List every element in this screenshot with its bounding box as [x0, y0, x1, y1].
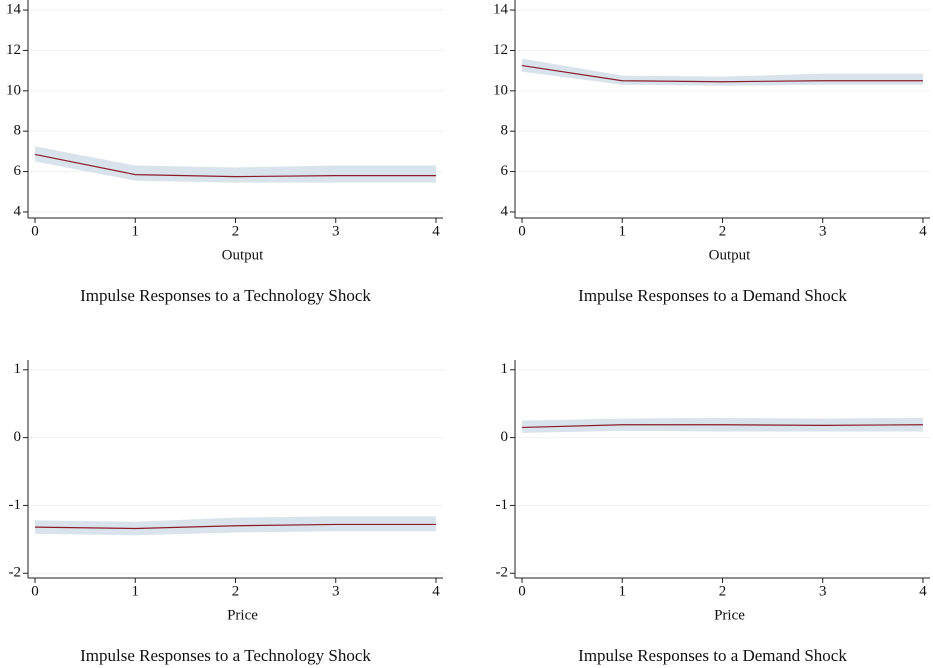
x-tick-label: 1: [619, 583, 627, 599]
panel: -2 -1 0 1 0 1 2 3 4 Price Impulse Responses to a T…: [9, 360, 443, 665]
y-tick-label: 1: [14, 361, 22, 377]
chart-title: Impulse Responses to a Technology Shock: [80, 286, 371, 305]
y-tick-label: 8: [14, 123, 22, 139]
response-line: [35, 523, 436, 530]
y-tick-label: 0: [14, 429, 22, 445]
y-tick-label: 10: [6, 82, 21, 98]
chart-title: Impulse Responses to a Technology Shock: [80, 646, 371, 665]
x-tick-label: 4: [919, 583, 927, 599]
y-tick-label: 0: [501, 429, 509, 445]
chart-title: Impulse Responses to a Demand Shock: [578, 286, 847, 305]
y-tick-label: 6: [14, 163, 22, 179]
x-tick-label: 0: [31, 583, 39, 599]
y-tick-label: 8: [501, 123, 509, 139]
confidence-band: [522, 58, 923, 86]
x-tick-label: 3: [819, 223, 827, 239]
x-tick-label: 1: [132, 583, 140, 599]
response-line: [34, 153, 436, 178]
response-line: [521, 64, 923, 83]
x-axis-label: Price: [714, 607, 745, 623]
chart-title: Impulse Responses to a Demand Shock: [578, 646, 847, 665]
y-tick-label: 12: [493, 42, 508, 58]
y-tick-label: -1: [496, 497, 509, 513]
x-tick-label: 2: [232, 223, 240, 239]
x-tick-label: 3: [819, 583, 827, 599]
y-tick-label: -2: [9, 565, 22, 581]
x-tick-label: 4: [919, 223, 927, 239]
x-axis-label: Output: [709, 247, 752, 263]
y-tick-label: 14: [493, 2, 509, 18]
x-axis-label: Price: [227, 607, 258, 623]
y-tick-label: 4: [14, 203, 22, 219]
response-line: [522, 424, 923, 429]
y-tick-label: -1: [9, 497, 22, 513]
x-tick-label: 1: [619, 223, 627, 239]
x-tick-label: 3: [332, 583, 340, 599]
y-tick-label: 4: [501, 203, 509, 219]
x-tick-label: 2: [719, 583, 727, 599]
confidence-band: [35, 146, 436, 183]
panel: -2 -1 0 1 0 1 2 3 4 Price Impulse Responses to a D…: [496, 360, 930, 665]
x-tick-label: 0: [31, 223, 39, 239]
x-tick-label: 2: [719, 223, 727, 239]
confidence-band: [522, 417, 923, 433]
x-tick-label: 4: [432, 223, 440, 239]
x-tick-label: 2: [232, 583, 240, 599]
x-axis-label: Output: [222, 247, 265, 263]
y-tick-label: 14: [6, 2, 22, 18]
x-tick-label: 3: [332, 223, 340, 239]
y-tick-label: 12: [6, 42, 21, 58]
y-tick-label: -2: [496, 565, 509, 581]
y-tick-label: 6: [501, 163, 509, 179]
x-tick-label: 0: [518, 583, 526, 599]
x-tick-label: 4: [432, 583, 440, 599]
y-tick-label: 1: [501, 361, 509, 377]
x-tick-label: 1: [132, 223, 140, 239]
x-tick-label: 0: [518, 223, 526, 239]
y-tick-label: 10: [493, 82, 508, 98]
